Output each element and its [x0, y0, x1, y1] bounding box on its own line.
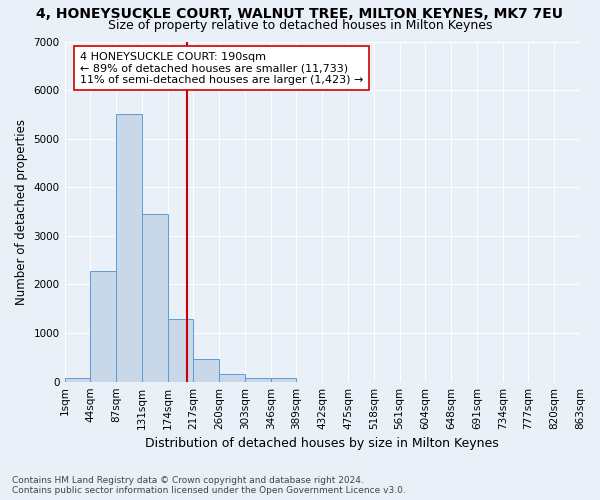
Text: Contains HM Land Registry data © Crown copyright and database right 2024.
Contai: Contains HM Land Registry data © Crown c…	[12, 476, 406, 495]
Bar	[91, 271, 116, 382]
Text: Size of property relative to detached houses in Milton Keynes: Size of property relative to detached ho…	[108, 18, 492, 32]
Bar	[271, 378, 296, 382]
Bar	[245, 378, 271, 382]
Bar	[142, 214, 167, 382]
Bar	[219, 374, 245, 382]
Y-axis label: Number of detached properties: Number of detached properties	[15, 118, 28, 304]
Bar	[167, 318, 193, 382]
Text: 4 HONEYSUCKLE COURT: 190sqm
← 89% of detached houses are smaller (11,733)
11% of: 4 HONEYSUCKLE COURT: 190sqm ← 89% of det…	[80, 52, 364, 85]
Text: 4, HONEYSUCKLE COURT, WALNUT TREE, MILTON KEYNES, MK7 7EU: 4, HONEYSUCKLE COURT, WALNUT TREE, MILTO…	[37, 8, 563, 22]
Bar	[116, 114, 142, 382]
X-axis label: Distribution of detached houses by size in Milton Keynes: Distribution of detached houses by size …	[145, 437, 499, 450]
Bar	[65, 378, 91, 382]
Bar	[193, 360, 219, 382]
